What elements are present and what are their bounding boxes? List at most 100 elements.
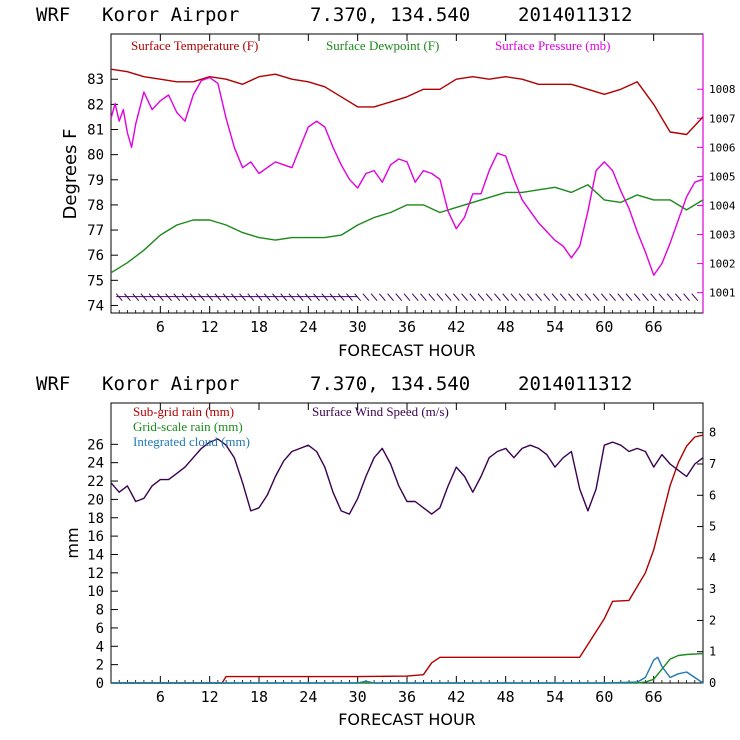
chart2-rain-wind: 6 12 18 24 30 36 42 48 54 60 660246810121416182022… (63, 402, 716, 729)
wind-barb (362, 293, 370, 301)
legend-sub-grid-rain: Sub-grid rain (mm) (133, 404, 234, 419)
wind-barb (140, 293, 148, 301)
wind-barb (387, 293, 394, 301)
series-surface-dewpoint-f (110, 184, 704, 274)
y2-tick-label: 0 (709, 676, 716, 690)
wind-barb (436, 293, 444, 301)
y-tick-label: 8 (96, 603, 104, 619)
y-tick-label: 76 (87, 248, 104, 264)
y-tick-label: 83 (87, 72, 104, 88)
chart1-header: WRF Koror Airpor 7.370, 134.540 20140113… (36, 4, 632, 26)
legend-integrated-cloud: Integrated cloud (mm) (133, 434, 250, 449)
y2-tick-label: 1 (709, 645, 716, 659)
wind-barb (296, 293, 304, 301)
x-tick-label: 6 (156, 318, 165, 336)
y-tick-label: 14 (87, 547, 104, 563)
y-tick-label: 74 (87, 298, 104, 314)
wind-barb (584, 293, 592, 301)
y-tick-label: 6 (96, 621, 104, 637)
wind-barb (428, 293, 436, 301)
wind-barb (650, 293, 658, 301)
y-tick-label: 80 (87, 148, 104, 164)
wind-barb (239, 293, 246, 301)
chart2-x-axis-title: FORECAST HOUR (338, 710, 476, 729)
chart2-station-label: Koror Airpor (102, 373, 239, 395)
x-tick-label: 60 (595, 318, 613, 336)
wind-barb (666, 293, 674, 301)
wind-barb (592, 293, 600, 301)
wind-barb (551, 293, 559, 301)
y2-tick-label: 8 (709, 426, 716, 440)
legend-surface-wind-speed: Surface Wind Speed (m/s) (312, 404, 449, 419)
x-tick-label: 48 (497, 318, 515, 336)
wind-barb (206, 293, 214, 301)
wind-barb (189, 293, 197, 301)
chart1-ticks (111, 34, 703, 313)
wind-barb (346, 293, 353, 301)
chart1-legend: Surface Temperature (F) Surface Dewpoint… (131, 38, 611, 53)
wind-barb (222, 293, 230, 301)
y2-tick-label: 1004 (709, 199, 736, 212)
y2-tick-label: 6 (709, 488, 716, 502)
chart1-tick-labels: 6 12 18 24 30 36 42 48 54 60 66 74 75 76 77 78 79 80 81 82 8… (87, 72, 736, 336)
wind-barb (313, 293, 320, 301)
wind-barb (214, 293, 222, 301)
x-tick-label: 36 (398, 688, 416, 706)
x-tick-label: 12 (201, 688, 219, 706)
wind-barb (617, 293, 625, 301)
chart2-tick-labels: 6 12 18 24 30 36 42 48 54 60 660246810121416182022… (87, 426, 716, 706)
y2-tick-label: 1006 (709, 141, 736, 154)
wind-barb (658, 293, 666, 301)
x-tick-label: 30 (349, 688, 367, 706)
wind-barb (576, 293, 584, 301)
wind-barb (502, 293, 510, 301)
wind-barb (452, 293, 460, 301)
wind-barb (691, 293, 699, 301)
wind-barb (156, 293, 164, 301)
y-tick-label: 4 (96, 639, 104, 655)
wind-barb (354, 293, 362, 301)
chart1-wind-barbs (115, 293, 699, 301)
chart1-temperature-pressure: 6 12 18 24 30 36 42 48 54 60 66 74 75 76 77 78 79 80 81 82 8… (60, 33, 736, 360)
chart2-y-axis-title: mm (63, 527, 82, 558)
y2-tick-label: 1007 (709, 112, 736, 125)
wind-barb (494, 293, 501, 301)
wind-barb (378, 293, 386, 301)
wind-barb (370, 293, 378, 301)
y-tick-label: 24 (87, 456, 104, 472)
x-tick-label: 6 (156, 688, 165, 706)
series-sub-grid-rain-mm (111, 434, 704, 684)
wind-barb (395, 293, 403, 301)
x-tick-label: 36 (398, 318, 416, 336)
x-tick-label: 24 (299, 688, 317, 706)
y-tick-label: 26 (87, 437, 104, 453)
x-tick-label: 66 (645, 318, 663, 336)
chart1-plot-area (110, 68, 704, 276)
wind-barb (642, 293, 649, 301)
y-tick-label: 75 (87, 273, 104, 289)
chart1-x-axis-title: FORECAST HOUR (338, 341, 476, 360)
wind-barb (543, 293, 551, 301)
y-tick-label: 82 (87, 97, 104, 113)
x-tick-label: 30 (349, 318, 367, 336)
x-tick-label: 42 (447, 318, 465, 336)
chart1-y-axis-title: Degrees F (60, 129, 81, 220)
series-surface-pressure-mb (110, 76, 704, 276)
chart1-coords-label: 7.370, 134.540 (310, 4, 470, 26)
y2-tick-label: 5 (709, 520, 716, 534)
y-tick-label: 16 (87, 529, 104, 545)
x-tick-label: 54 (546, 318, 564, 336)
chart1-station-label: Koror Airpor (102, 4, 239, 26)
wind-barb (461, 293, 468, 301)
wind-barb (115, 293, 123, 301)
y-tick-label: 20 (87, 492, 104, 508)
y2-tick-label: 1005 (709, 170, 736, 183)
wind-barb (535, 293, 542, 301)
chart1-run-label: 2014011312 (518, 4, 632, 26)
legend-grid-scale-rain: Grid-scale rain (mm) (133, 419, 243, 434)
wind-barb (559, 293, 567, 301)
y2-tick-label: 2 (709, 613, 716, 627)
series-surface-temperature-f (110, 68, 704, 136)
